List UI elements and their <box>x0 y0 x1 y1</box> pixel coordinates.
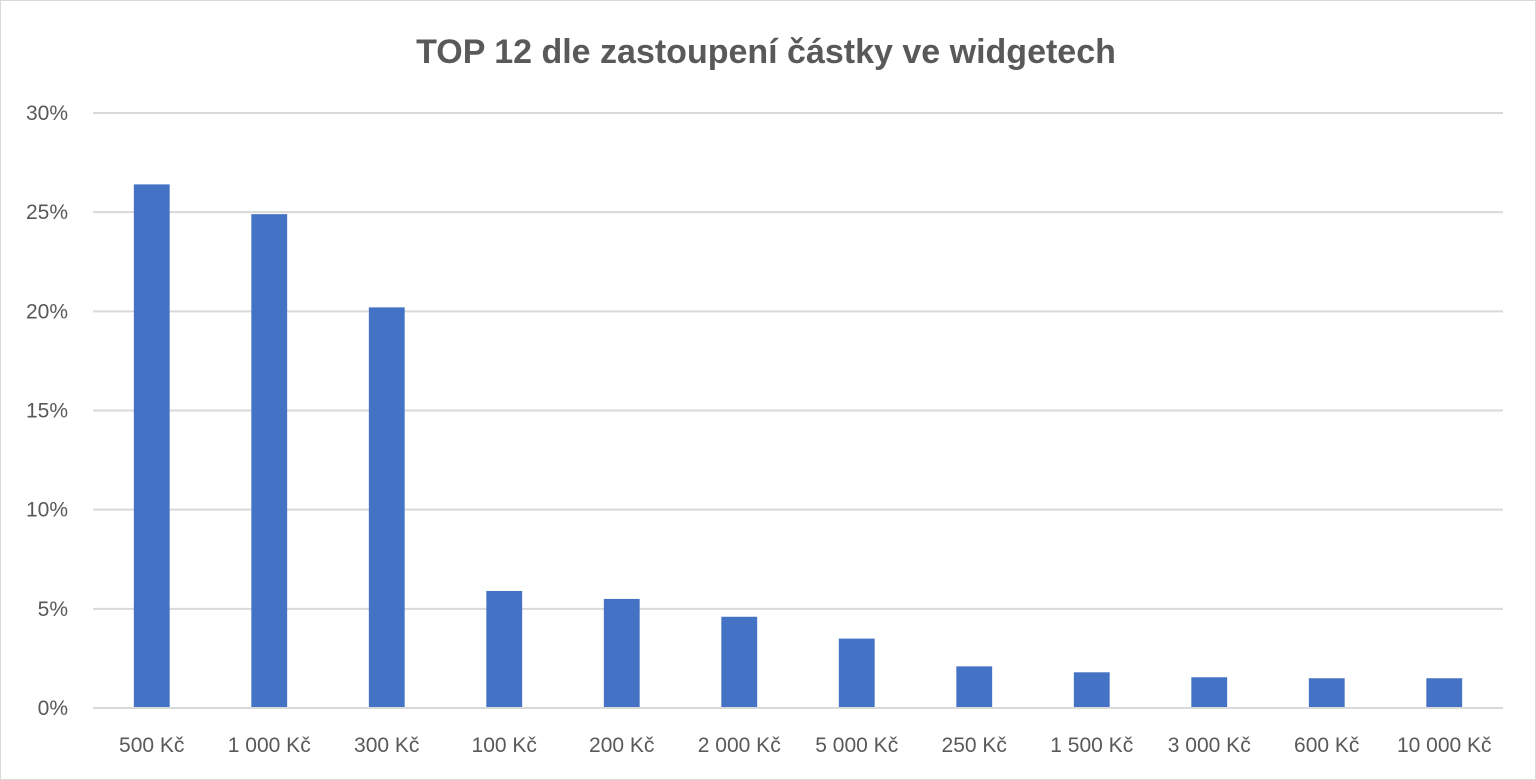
x-axis-tick-labels: 500 Kč 1 000 Kč 300 Kč 100 Kč 200 Kč 2 000 Kč… <box>119 734 1491 757</box>
x-tick-label: 300 Kč <box>354 734 419 757</box>
y-tick-label: 5% <box>38 598 68 621</box>
y-tick-label: 20% <box>26 300 68 323</box>
bar <box>1426 678 1463 708</box>
x-tick-label: 5 000 Kč <box>815 734 898 757</box>
bar <box>1191 677 1228 708</box>
y-tick-label: 10% <box>26 499 68 522</box>
x-tick-label: 2 000 Kč <box>698 734 781 757</box>
bar <box>603 598 640 708</box>
x-tick-label: 10 000 Kč <box>1397 734 1492 757</box>
x-tick-label: 250 Kč <box>942 734 1007 757</box>
x-tick-label: 3 000 Kč <box>1168 734 1251 757</box>
bar <box>721 616 758 708</box>
x-tick-label: 200 Kč <box>589 734 654 757</box>
bar <box>1073 672 1110 708</box>
x-tick-label: 1 500 Kč <box>1050 734 1133 757</box>
bar <box>838 638 875 708</box>
y-tick-label: 0% <box>38 697 68 720</box>
y-tick-label: 25% <box>26 201 68 224</box>
y-axis-tick-labels: 0% 5% 10% 15% 20% 25% 30% <box>26 102 68 720</box>
x-tick-label: 100 Kč <box>472 734 537 757</box>
x-tick-label: 600 Kč <box>1294 734 1359 757</box>
gridlines <box>93 112 1503 610</box>
bars <box>133 184 1463 708</box>
x-tick-label: 1 000 Kč <box>228 734 311 757</box>
bar <box>251 214 288 708</box>
y-tick-label: 15% <box>26 400 68 423</box>
bar <box>133 184 170 708</box>
y-tick-label: 30% <box>26 102 68 125</box>
bar <box>956 666 993 708</box>
bar <box>368 307 405 708</box>
chart-title: TOP 12 dle zastoupení částky ve widgetec… <box>416 33 1116 71</box>
bar <box>486 590 523 708</box>
bar <box>1308 678 1345 708</box>
x-tick-label: 500 Kč <box>119 734 184 757</box>
